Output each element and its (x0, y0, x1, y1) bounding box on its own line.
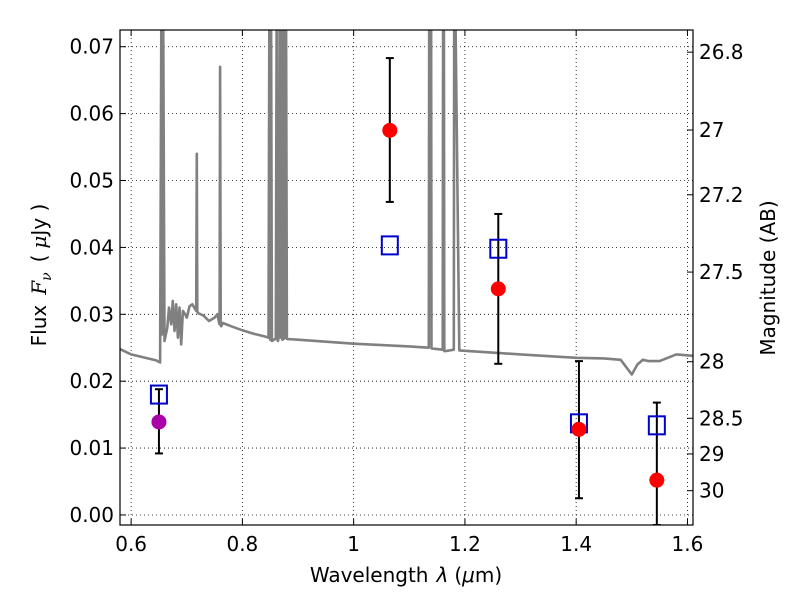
y-tick-label: 0.00 (69, 503, 114, 527)
y-tick-label: 0.05 (69, 169, 114, 193)
y-axis-label-subscript: ν (39, 272, 55, 281)
grid (120, 30, 693, 525)
model-spectrum-line (120, 30, 693, 376)
y-axis-label-unit-rest: Jy ) (27, 204, 51, 238)
x-axis-label-unit-rest: m) (475, 563, 502, 587)
y2-tick-label: 27.2 (699, 183, 744, 207)
y-tick-label: 0.03 (69, 302, 114, 326)
model-photometry-square (647, 415, 666, 436)
model-photometry-square (489, 238, 508, 259)
x-tick-label: 1 (347, 532, 360, 556)
axis-ticks: 0.6 0.8 1 1.2 1.4 1.6 0.00 0.01 0.02 0.03 0.04 0.05… (69, 30, 744, 556)
y-tick-label: 0.02 (69, 369, 114, 393)
x-tick-label: 0.8 (226, 532, 258, 556)
x-axis-label-text: Wavelength (310, 563, 429, 587)
y-axis-label: Flux Fν ( μJy ) (27, 204, 55, 347)
y-axis-label-text: Flux (27, 305, 51, 347)
y2-tick-label: 28.5 (699, 406, 744, 430)
y2-tick-label: 30 (699, 479, 724, 503)
x-tick-label: 1.2 (449, 532, 481, 556)
y2-tick-label: 29 (699, 442, 724, 466)
y-tick-label: 0.01 (69, 436, 114, 460)
y2-axis-label: Magnitude (AB) (756, 200, 780, 355)
y-tick-label: 0.06 (69, 102, 114, 126)
observed-flux-point (382, 122, 398, 138)
model-photometry-square (380, 235, 399, 256)
plot-area (120, 30, 693, 525)
y-axis-label-symbol: F (27, 280, 51, 296)
x-tick-label: 1.6 (672, 532, 704, 556)
model-photometry-square (149, 384, 168, 405)
observed-flux-point (151, 414, 167, 430)
x-tick-label: 0.6 (115, 532, 147, 556)
y-axis-label-unit-mu: μ (27, 236, 51, 249)
y2-tick-label: 28 (699, 350, 724, 374)
y2-tick-label: 27 (699, 118, 724, 142)
y-tick-label: 0.07 (69, 35, 114, 59)
y2-tick-label: 26.8 (699, 40, 744, 64)
y-tick-label: 0.04 (69, 235, 114, 259)
x-axis-label-unit-mu: μ (461, 563, 475, 587)
observed-flux-point (649, 472, 665, 488)
y2-tick-label: 27.5 (699, 260, 744, 284)
x-tick-label: 1.4 (560, 532, 592, 556)
observed-flux-point (571, 421, 587, 437)
plot-frame (119, 29, 694, 526)
y-axis-label-unit-open: ( (27, 255, 51, 263)
x-axis-label-symbol: λ (435, 563, 448, 587)
x-axis-label-unit-open: ( (454, 563, 462, 587)
observed-flux-point (490, 281, 506, 297)
x-axis-label: Wavelength λ (μm) (310, 563, 502, 587)
